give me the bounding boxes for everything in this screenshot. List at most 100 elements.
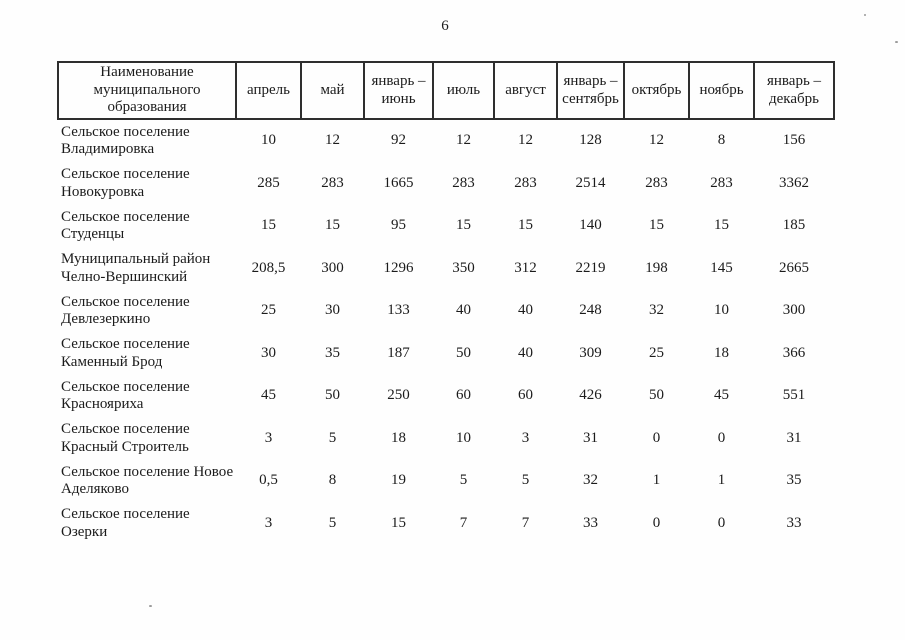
table-row: Сельское поселение Каменный Брод 30 35 1…: [58, 333, 834, 376]
row-value: 45: [714, 387, 729, 404]
row-value: 208,5: [251, 259, 286, 276]
row-value: 133: [387, 302, 410, 319]
municipal-settlements-table: Наименование муниципального образования …: [57, 60, 835, 545]
row-value: 12: [325, 132, 340, 149]
row-value: 31: [583, 429, 598, 446]
row-value: 12: [649, 132, 664, 149]
row-value: 283: [645, 174, 668, 191]
row-value: 30: [325, 302, 340, 319]
table-body: Сельское поселение Владимировка 10 12 92…: [58, 119, 834, 545]
row-value: 250: [387, 387, 410, 404]
table-row: Сельское поселение Озерки 3 5 15 7 7 33 …: [58, 503, 834, 546]
row-value: 25: [649, 344, 664, 361]
row-value: 31: [786, 429, 802, 446]
row-value: 2665: [779, 259, 809, 276]
row-value: 95: [391, 217, 406, 234]
header-cell-jan-december: январь – декабрь: [753, 60, 835, 121]
row-value: 45: [261, 387, 276, 404]
row-name: Сельское поселение Новокуровка: [61, 166, 190, 200]
row-value: 40: [518, 344, 533, 361]
table-row: Муниципальный район Челно-Вершинский 208…: [58, 248, 834, 291]
row-value: 366: [782, 344, 806, 361]
row-value: 12: [518, 132, 533, 149]
header-cell-august: август: [493, 60, 558, 121]
row-value: 33: [786, 514, 802, 531]
row-value: 5: [328, 429, 337, 446]
row-value: 198: [645, 259, 668, 276]
row-value: 3: [264, 514, 273, 531]
row-value: 12: [456, 132, 471, 149]
row-name: Муниципальный район Челно-Вершинский: [61, 251, 211, 285]
row-value: 10: [261, 132, 276, 149]
row-value: 283: [452, 174, 475, 191]
table-row: Сельское поселение Девлезеркино 25 30 13…: [58, 290, 834, 333]
row-name: Сельское поселение Краснояриха: [61, 378, 190, 413]
row-value: 283: [321, 174, 344, 191]
row-value: 60: [456, 387, 471, 404]
row-name: Сельское поселение Красный Строитель: [61, 421, 190, 455]
table-row: Сельское поселение Новое Аделяково 0,5 8…: [58, 460, 834, 503]
row-value: 10: [714, 302, 729, 319]
header-cell-july: июль: [432, 60, 495, 121]
table-row: Сельское поселение Владимировка 10 12 92…: [58, 119, 834, 163]
row-value: 50: [649, 387, 664, 404]
row-value: 40: [456, 302, 471, 319]
row-value: 0: [652, 514, 661, 531]
row-value: 0,5: [259, 472, 278, 489]
row-value: 156: [782, 132, 806, 149]
row-value: 3: [521, 429, 530, 446]
row-value: 92: [391, 132, 406, 149]
row-name: Сельское поселение Студенцы: [61, 208, 190, 243]
row-value: 15: [456, 217, 471, 234]
row-value: 300: [321, 259, 344, 276]
row-value: 18: [391, 429, 406, 446]
row-value: 8: [717, 132, 726, 149]
row-value: 3362: [779, 174, 809, 191]
row-value: 5: [521, 472, 530, 489]
table-row: Сельское поселение Студенцы 15 15 95 15 …: [58, 205, 834, 248]
row-value: 40: [518, 302, 533, 319]
row-value: 312: [514, 259, 537, 276]
row-value: 1665: [383, 174, 414, 191]
table-header: Наименование муниципального образования …: [57, 60, 835, 121]
row-value: 3: [264, 429, 273, 446]
row-value: 300: [782, 302, 806, 319]
row-value: 33: [583, 514, 598, 531]
scan-speck: [895, 41, 898, 43]
row-value: 145: [710, 259, 733, 276]
row-value: 285: [257, 174, 280, 191]
row-value: 15: [391, 514, 406, 531]
row-value: 50: [456, 344, 471, 361]
row-value: 50: [325, 387, 340, 404]
row-value: 15: [649, 217, 664, 234]
row-value: 187: [387, 344, 410, 361]
row-value: 60: [518, 387, 533, 404]
row-value: 7: [459, 514, 468, 531]
table-row: Сельское поселение Краснояриха 45 50 250…: [58, 375, 834, 418]
header-cell-may: май: [300, 60, 365, 121]
row-value: 15: [714, 217, 729, 234]
row-value: 15: [261, 217, 276, 234]
row-value: 7: [521, 514, 530, 531]
row-name: Сельское поселение Каменный Брод: [61, 336, 190, 370]
row-value: 5: [459, 472, 468, 489]
row-name: Сельское поселение Владимировка: [61, 123, 190, 158]
row-name: Сельское поселение Девлезеркино: [61, 293, 190, 328]
row-name: Сельское поселение Озерки: [61, 506, 190, 540]
table-row: Сельское поселение Новокуровка 285 283 1…: [58, 163, 834, 206]
row-value: 283: [710, 174, 733, 191]
row-value: 15: [325, 217, 340, 234]
row-value: 0: [717, 514, 726, 531]
row-value: 1: [652, 472, 661, 489]
row-value: 10: [456, 429, 471, 446]
row-value: 25: [261, 302, 276, 319]
row-value: 350: [452, 259, 475, 276]
header-cell-jan-september: январь – сентябрь: [556, 60, 625, 121]
row-value: 8: [328, 472, 337, 489]
page-number: 6: [441, 18, 449, 34]
header-cell-name: Наименование муниципального образования: [57, 60, 237, 121]
row-value: 30: [261, 344, 276, 361]
row-value: 0: [652, 429, 661, 446]
row-value: 1: [717, 472, 726, 489]
